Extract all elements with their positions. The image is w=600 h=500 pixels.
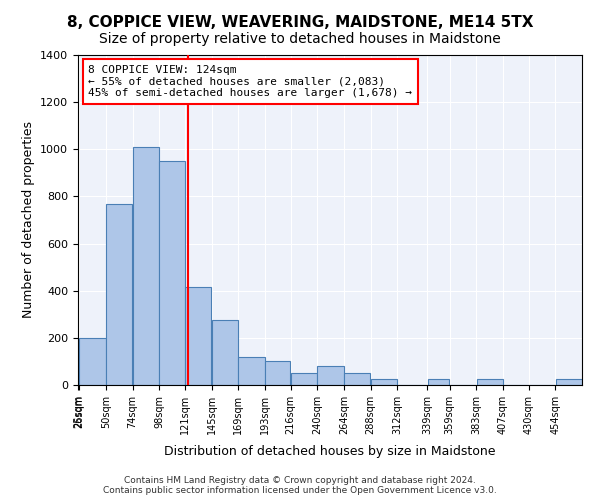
Bar	[212, 320, 238, 385]
Bar	[344, 373, 370, 385]
Text: Contains HM Land Registry data © Crown copyright and database right 2024.
Contai: Contains HM Land Registry data © Crown c…	[103, 476, 497, 495]
Bar	[428, 379, 449, 385]
Text: Size of property relative to detached houses in Maidstone: Size of property relative to detached ho…	[99, 32, 501, 46]
Bar	[291, 373, 317, 385]
Bar	[317, 366, 344, 385]
Bar	[556, 379, 582, 385]
Text: 8, COPPICE VIEW, WEAVERING, MAIDSTONE, ME14 5TX: 8, COPPICE VIEW, WEAVERING, MAIDSTONE, M…	[67, 15, 533, 30]
Bar	[160, 161, 185, 385]
Text: 8 COPPICE VIEW: 124sqm
← 55% of detached houses are smaller (2,083)
45% of semi-: 8 COPPICE VIEW: 124sqm ← 55% of detached…	[88, 65, 412, 98]
Bar	[133, 147, 159, 385]
Bar	[371, 379, 397, 385]
Bar	[106, 204, 132, 385]
Y-axis label: Number of detached properties: Number of detached properties	[22, 122, 35, 318]
Bar	[476, 379, 503, 385]
Bar	[79, 338, 106, 385]
Bar	[265, 362, 290, 385]
X-axis label: Distribution of detached houses by size in Maidstone: Distribution of detached houses by size …	[164, 445, 496, 458]
Bar	[185, 287, 211, 385]
Bar	[238, 356, 265, 385]
